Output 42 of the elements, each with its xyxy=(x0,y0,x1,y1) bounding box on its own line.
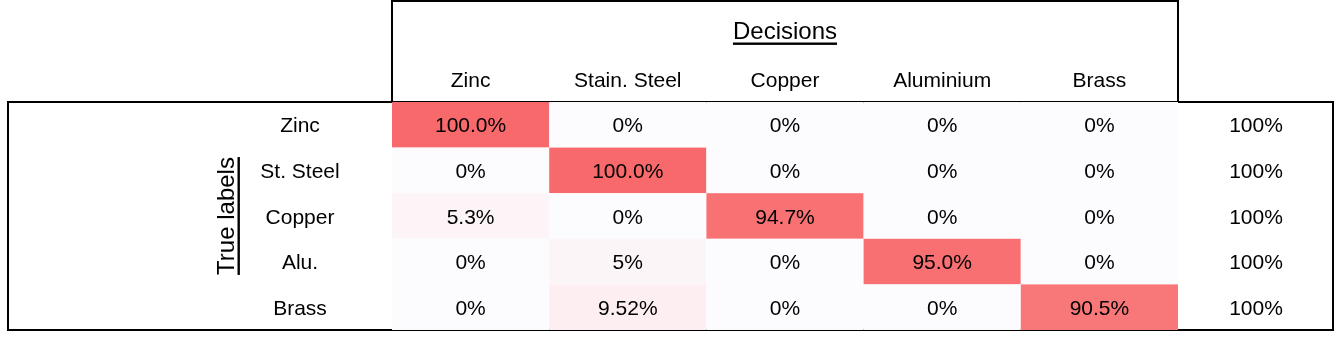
data-label: 0% xyxy=(1084,204,1115,228)
data-label: 0% xyxy=(769,158,801,182)
data-label: 0% xyxy=(1084,250,1115,274)
y2-tick-label: 100% xyxy=(1229,204,1283,228)
data-label: 5.3% xyxy=(446,204,495,228)
data-label: 90.5% xyxy=(1069,295,1130,319)
data-label: 0% xyxy=(612,113,643,137)
x-tick-label: Zinc xyxy=(450,67,491,91)
y-tick-label: Zinc xyxy=(280,113,320,137)
data-label: 0% xyxy=(455,295,486,319)
data-label: 5% xyxy=(612,250,643,274)
data-label: 0% xyxy=(612,204,643,228)
data-label: 0% xyxy=(455,250,486,274)
x-tick-label: Brass xyxy=(1072,67,1127,91)
y-axis-title: True labels xyxy=(211,157,239,275)
data-label: 100.0% xyxy=(434,113,507,137)
y2-tick-label: 100% xyxy=(1229,250,1283,274)
y2-tick-label: 100% xyxy=(1229,113,1283,137)
y-tick-label: St. Steel xyxy=(260,158,340,182)
y-tick-label: Brass xyxy=(273,295,327,319)
x-tick-label: Copper xyxy=(750,67,820,91)
data-label: 9.52% xyxy=(598,295,658,319)
data-label: 0% xyxy=(1084,113,1115,137)
y2-tick-label: 100% xyxy=(1229,158,1283,182)
y2-tick-label: 100% xyxy=(1229,295,1283,319)
data-label: 0% xyxy=(927,204,958,228)
data-label: 94.7% xyxy=(755,204,815,228)
x-axis-title: Decisions xyxy=(732,16,838,44)
data-label: 0% xyxy=(927,295,958,319)
data-label: 0% xyxy=(455,158,486,182)
y-tick-label: Copper xyxy=(265,204,335,228)
data-label: 0% xyxy=(1084,158,1115,182)
x-tick-label: Aluminium xyxy=(893,67,992,91)
data-label: 100.0% xyxy=(592,158,664,182)
y-tick-label: Alu. xyxy=(281,250,319,274)
x-tick-label: Stain. Steel xyxy=(574,67,682,91)
data-label: 0% xyxy=(769,295,801,319)
data-label: 95.0% xyxy=(912,250,972,274)
data-label: 0% xyxy=(769,113,801,137)
data-label: 0% xyxy=(769,250,801,274)
data-label: 0% xyxy=(927,158,958,182)
data-label: 0% xyxy=(927,113,958,137)
